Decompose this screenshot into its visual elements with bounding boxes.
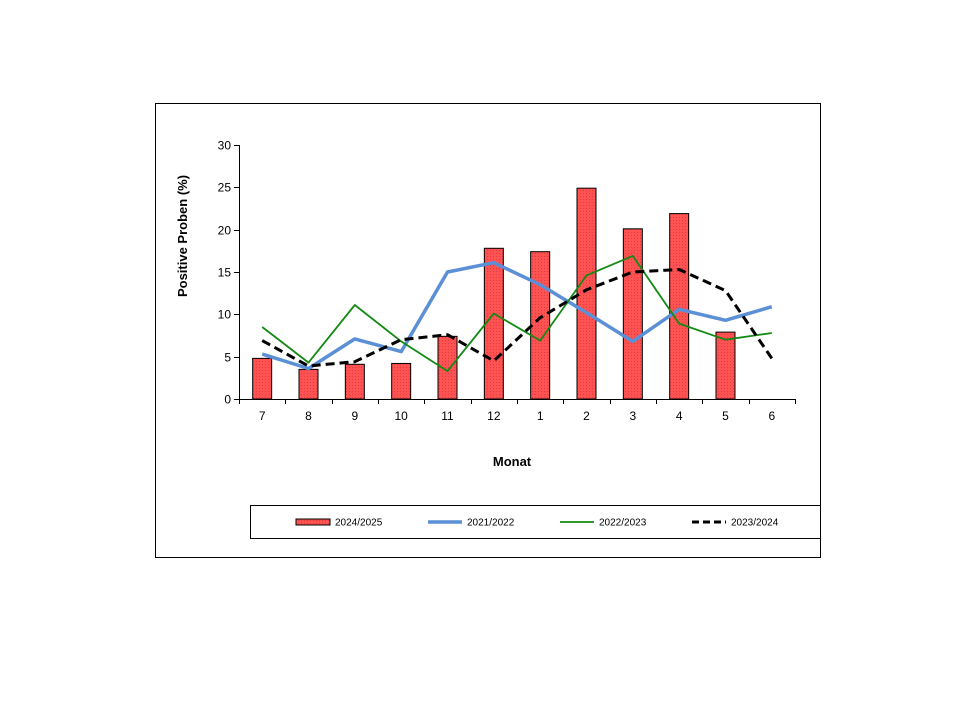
x-tick-label: 6 bbox=[768, 409, 775, 423]
legend-label: 2023/2024 bbox=[731, 518, 779, 529]
bar bbox=[483, 247, 504, 400]
series-line bbox=[261, 268, 774, 368]
bar bbox=[298, 368, 319, 400]
y-ticks: 0 5 10 15 20 25 30 bbox=[218, 139, 239, 407]
y-tick-label: 10 bbox=[218, 308, 232, 322]
bar bbox=[669, 213, 690, 400]
series-line bbox=[261, 260, 773, 371]
x-tick-label: 11 bbox=[441, 409, 454, 423]
x-tick-label: 8 bbox=[305, 409, 312, 423]
bar bbox=[576, 187, 597, 400]
y-tick-label: 25 bbox=[218, 181, 232, 195]
bar bbox=[715, 331, 736, 400]
x-axis-title: Monat bbox=[493, 454, 532, 469]
legend-label: 2021/2022 bbox=[467, 518, 515, 529]
x-tick-label: 1 bbox=[537, 409, 544, 423]
y-tick-label: 0 bbox=[224, 393, 231, 407]
y-tick-label: 20 bbox=[218, 224, 232, 238]
x-ticks: 7 8 9 10 11 12 1 2 3 4 5 6 bbox=[239, 399, 796, 423]
legend-label: 2024/2025 bbox=[335, 518, 383, 529]
y-axis-title: Positive Proben (%) bbox=[175, 175, 190, 297]
y-tick-label: 5 bbox=[224, 351, 231, 365]
y-tick-label: 15 bbox=[218, 266, 232, 280]
x-tick-label: 2 bbox=[583, 409, 590, 423]
lines-layer bbox=[261, 254, 774, 373]
series-line bbox=[261, 254, 772, 373]
x-tick-label: 7 bbox=[259, 409, 266, 423]
x-tick-label: 5 bbox=[722, 409, 729, 423]
legend-label: 2022/2023 bbox=[599, 518, 647, 529]
bar bbox=[530, 251, 551, 400]
x-tick-label: 3 bbox=[629, 409, 636, 423]
bar bbox=[391, 362, 412, 400]
bar bbox=[344, 363, 365, 400]
x-tick-label: 10 bbox=[394, 409, 408, 423]
legend-swatch bbox=[295, 518, 331, 526]
x-tick-label: 12 bbox=[487, 409, 501, 423]
bar bbox=[622, 228, 643, 400]
legend-items: 2024/2025 2021/2022 2022/2023 2023/2024 bbox=[295, 518, 779, 529]
x-tick-label: 9 bbox=[351, 409, 358, 423]
bar bbox=[252, 357, 273, 400]
bars-layer bbox=[252, 187, 736, 400]
x-tick-label: 4 bbox=[676, 409, 683, 423]
y-tick-label: 30 bbox=[218, 139, 232, 153]
